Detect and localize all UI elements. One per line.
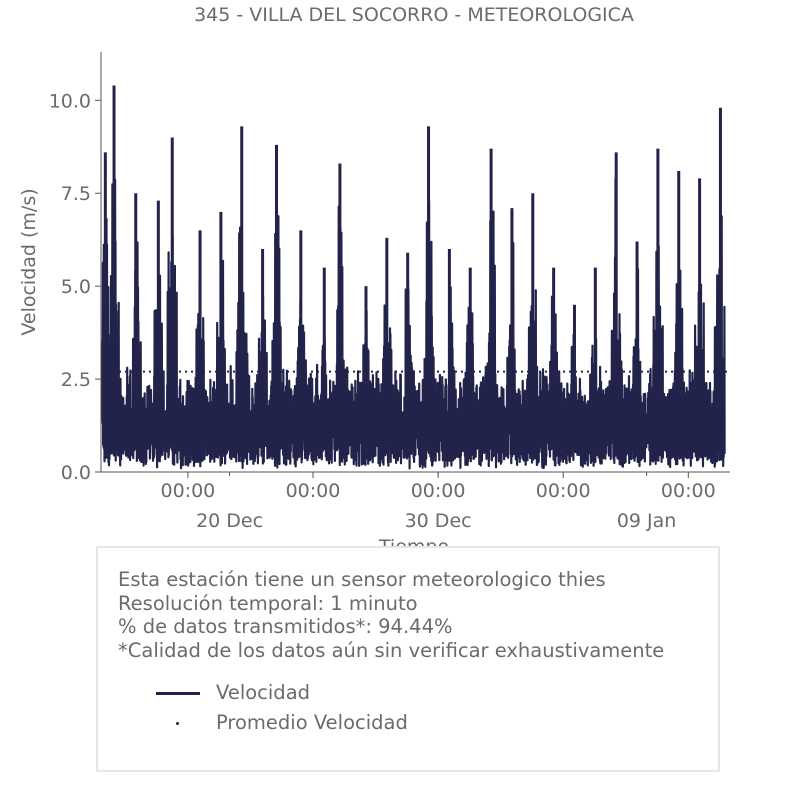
y-tick-label: 5.0 <box>61 276 91 298</box>
legend-dot-swatch <box>176 722 179 725</box>
station-info: Esta estación tiene un sensor meteorolog… <box>118 568 664 662</box>
info-resolution: Resolución temporal: 1 minuto <box>118 591 418 615</box>
series-velocidad <box>100 177 726 470</box>
y-tick-label: 7.5 <box>61 183 91 205</box>
chart-title: 345 - VILLA DEL SOCORRO - METEOROLOGICA <box>194 4 634 26</box>
legend-line-swatch <box>156 692 200 695</box>
info-sensor: Esta estación tiene un sensor meteorolog… <box>118 568 606 591</box>
legend-label-promedio: Promedio Velocidad <box>216 711 408 734</box>
y-tick-label: 0.0 <box>61 462 91 484</box>
x-tick-label: 00:00 <box>411 480 466 502</box>
y-tick-label: 2.5 <box>61 369 91 391</box>
legend-label-velocidad: Velocidad <box>216 681 311 704</box>
y-axis-label: Velocidad (m/s) <box>18 188 40 335</box>
y-tick-label: 10.0 <box>49 90 91 112</box>
legend-panel: Esta estación tiene un sensor meteorolog… <box>96 546 720 772</box>
x-tick-label: 00:00 <box>536 480 591 502</box>
info-data-transmitted: % de datos transmitidos*: 94.44% <box>118 615 453 638</box>
x-tick-label: 00:00 <box>160 480 215 502</box>
x-tick-label: 00:00 <box>661 480 716 502</box>
x-date-label: 20 Dec <box>196 510 263 532</box>
plot-series <box>100 85 730 470</box>
y-axis: 0.0 2.5 5.0 7.5 10.0 <box>49 52 102 484</box>
x-date-label: 09 Jan <box>617 510 677 532</box>
x-tick-label: 00:00 <box>286 480 341 502</box>
x-date-label: 30 Dec <box>405 510 472 532</box>
x-axis: 00:00 00:00 00:00 00:00 00:00 20 Dec 30 Dec 09 … <box>101 471 730 532</box>
info-quality-note: *Calidad de los datos aún sin verificar … <box>118 638 665 662</box>
